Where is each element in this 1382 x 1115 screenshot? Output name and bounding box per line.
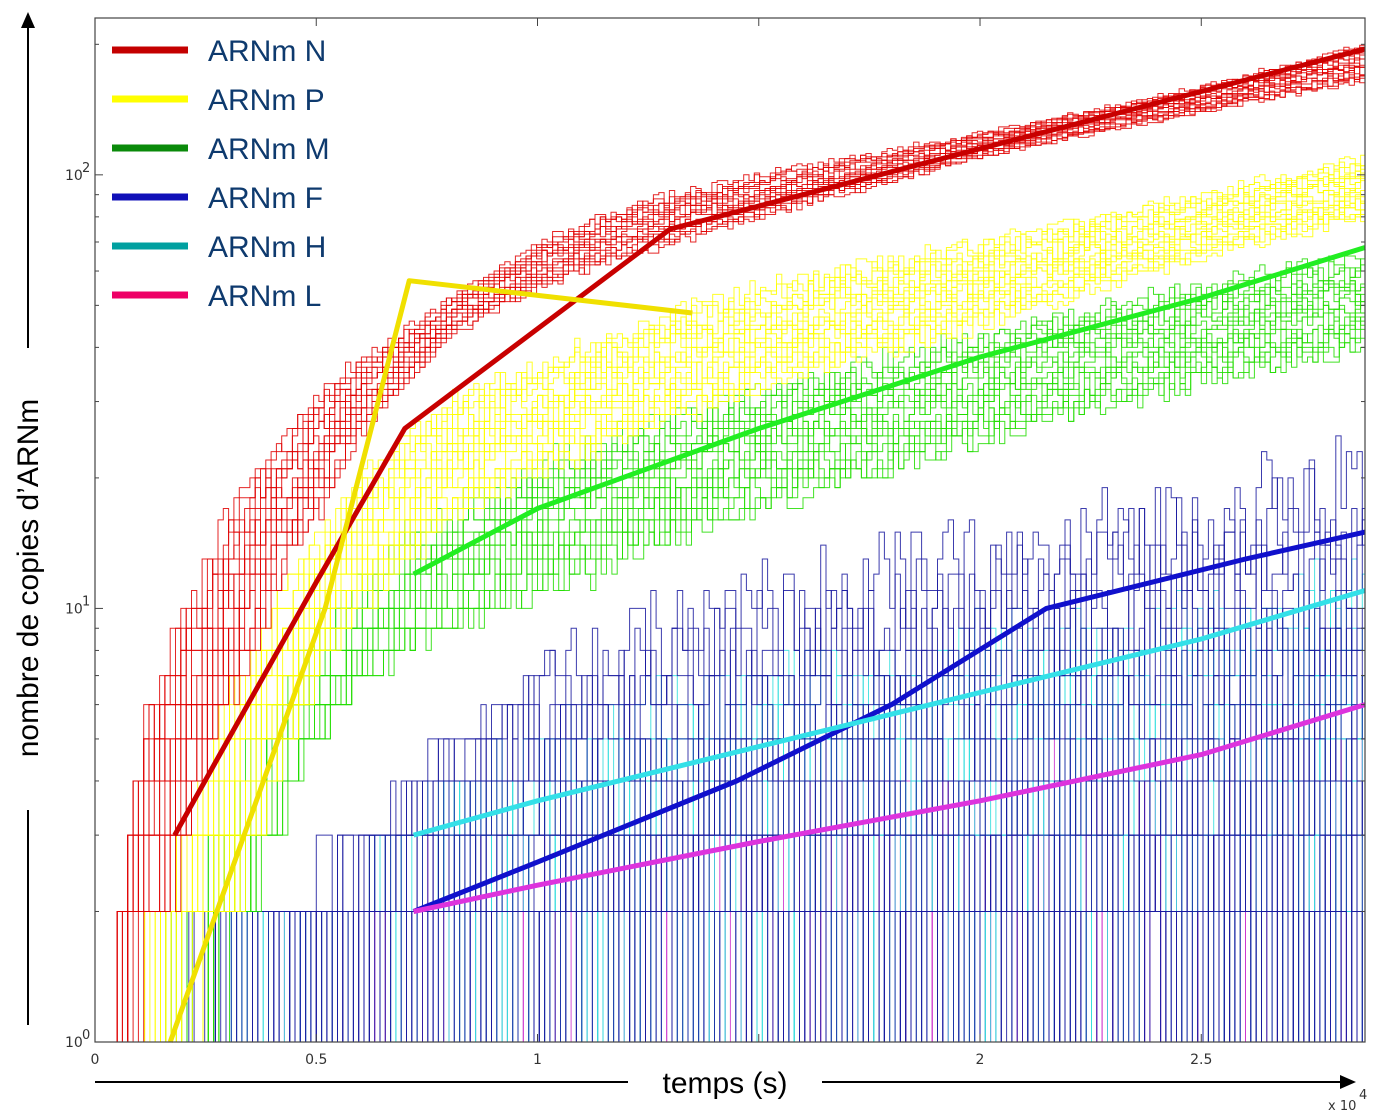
legend-label-arnm-f: ARNm F bbox=[208, 182, 323, 215]
x-axis-title-group: temps (s) x 10 4 bbox=[95, 1067, 1367, 1114]
x-axis-arrowhead bbox=[1340, 1075, 1356, 1089]
trajectory-line bbox=[183, 911, 1365, 1043]
trajectory-line bbox=[183, 911, 1365, 1043]
trajectory-line bbox=[183, 834, 1365, 1043]
legend-label-arnm-n: ARNm N bbox=[208, 35, 326, 68]
trajectory-line bbox=[183, 590, 1365, 1043]
x-tick-label: 0 bbox=[91, 1052, 100, 1068]
trajectory-line bbox=[139, 304, 1365, 1043]
legend-label-arnm-h: ARNm H bbox=[208, 231, 326, 264]
trajectories-arnm-f bbox=[183, 435, 1365, 1043]
trajectory-line bbox=[183, 607, 1365, 1043]
trajectory-line bbox=[139, 163, 1365, 1043]
legend-label-arnm-p: ARNm P bbox=[208, 84, 325, 117]
y-axis-title-group: nombre de copies d’ARNm bbox=[12, 12, 45, 1025]
trajectory-line bbox=[183, 649, 1365, 1043]
trajectory-line bbox=[183, 911, 1365, 1043]
trajectory-line bbox=[183, 834, 1365, 1043]
trajectory-line bbox=[183, 558, 1365, 1043]
trajectory-line bbox=[183, 590, 1365, 1043]
trajectory-line bbox=[183, 738, 1365, 1043]
x-axis-title: temps (s) bbox=[662, 1067, 787, 1100]
trajectory-line bbox=[139, 156, 1365, 1043]
trajectory-line bbox=[183, 911, 1365, 1043]
x-multiplier-label: x 10 bbox=[1328, 1099, 1356, 1114]
trajectory-line bbox=[183, 834, 1365, 1043]
trajectory-line bbox=[183, 738, 1365, 1043]
trajectory-line bbox=[183, 834, 1365, 1043]
y-axis-title: nombre de copies d’ARNm bbox=[12, 399, 45, 758]
trajectory-line bbox=[183, 675, 1365, 1043]
y-tick-exponent: 0 bbox=[82, 1028, 90, 1043]
mean-line-arnm-h bbox=[412, 588, 1366, 838]
x-tick-label: 2.5 bbox=[1190, 1052, 1212, 1068]
trajectory-line bbox=[183, 911, 1365, 1043]
legend-label-arnm-l: ARNm L bbox=[208, 280, 321, 313]
mean-line-arnm-m bbox=[412, 245, 1366, 577]
trajectory-line bbox=[183, 435, 1365, 1043]
trajectory-line bbox=[183, 911, 1365, 1043]
trajectory-line bbox=[183, 911, 1365, 1043]
trajectory-line bbox=[183, 573, 1365, 1043]
trajectory-line bbox=[183, 911, 1365, 1043]
x-tick-label: 1 bbox=[533, 1052, 542, 1068]
legend: ARNm N ARNm P ARNm M ARNm F ARNm H ARNm L bbox=[112, 35, 330, 313]
x-tick-label: 0.5 bbox=[305, 1052, 327, 1068]
mean-line-arnm-f bbox=[412, 529, 1366, 914]
trajectory-line bbox=[183, 675, 1365, 1043]
trajectories-arnm-h bbox=[183, 558, 1365, 1043]
mean-curves bbox=[167, 46, 1366, 1043]
trajectory-line bbox=[183, 911, 1365, 1043]
y-tick-exponent: 2 bbox=[82, 161, 90, 176]
trajectory-line bbox=[183, 834, 1365, 1043]
trajectory-line bbox=[139, 209, 1365, 1043]
trajectory-line bbox=[117, 64, 1366, 1043]
x-tick-label: 2 bbox=[976, 1052, 985, 1068]
y-tick-label: 10 bbox=[65, 1035, 83, 1051]
trajectory-line bbox=[183, 675, 1365, 1043]
x-multiplier-exponent: 4 bbox=[1359, 1088, 1367, 1103]
y-tick-label: 10 bbox=[65, 168, 83, 184]
trajectory-line bbox=[183, 834, 1365, 1043]
stochastic-trajectories bbox=[116, 44, 1366, 1043]
trajectory-line bbox=[183, 738, 1365, 1043]
y-tick-exponent: 1 bbox=[82, 594, 90, 609]
trajectory-line bbox=[116, 44, 1366, 1042]
trajectory-line bbox=[183, 738, 1365, 1043]
trajectory-line bbox=[139, 168, 1365, 1043]
y-axis-arrowhead bbox=[21, 12, 35, 28]
plot-frame bbox=[94, 17, 1366, 1043]
mean-line-arnm-n bbox=[172, 46, 1366, 837]
trajectory-line bbox=[183, 834, 1365, 1043]
trajectory-line bbox=[183, 911, 1365, 1043]
trajectory-line bbox=[183, 834, 1365, 1043]
mean-line-arnm-p bbox=[167, 278, 693, 1043]
trajectory-line bbox=[183, 911, 1365, 1043]
legend-label-arnm-m: ARNm M bbox=[208, 133, 330, 166]
y-tick-label: 10 bbox=[65, 601, 83, 617]
trajectory-line bbox=[183, 738, 1365, 1043]
x-axis-ticks: 0 0.5 1 2 2.5 bbox=[91, 18, 1212, 1068]
trajectory-line bbox=[183, 911, 1365, 1043]
trajectory-line bbox=[183, 834, 1365, 1043]
trajectory-line bbox=[183, 911, 1365, 1043]
mean-line-arnm-l bbox=[413, 702, 1366, 914]
trajectory-line bbox=[139, 178, 1365, 1043]
